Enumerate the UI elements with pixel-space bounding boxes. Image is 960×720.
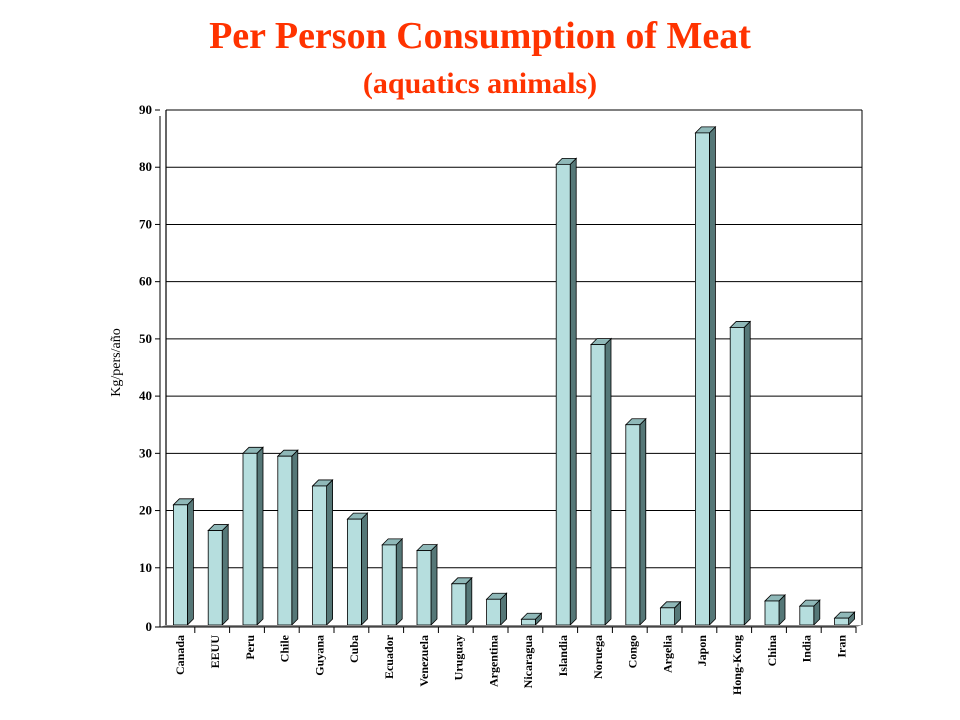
bar-front <box>172 504 188 626</box>
x-tick-label-iran: Iran <box>834 635 848 658</box>
bar-side <box>256 446 264 626</box>
x-tick-label-argentina: Argentina <box>486 635 500 687</box>
y-axis-label: Kg/pers/año <box>109 328 124 396</box>
y-tick-label-0: 0 <box>146 619 153 634</box>
bar-front <box>834 617 849 626</box>
bar-front <box>555 163 571 626</box>
y-tick-label-40: 40 <box>139 388 152 403</box>
bar-front <box>729 327 745 626</box>
chart-subtitle: (aquatics animals) <box>362 67 598 100</box>
x-tick-label-japon: Japon <box>695 635 709 667</box>
bar-side <box>395 537 403 626</box>
bar-front <box>486 598 502 626</box>
y-tick-label-50: 50 <box>139 331 152 346</box>
bar-front <box>521 618 536 626</box>
bar-side <box>569 157 577 626</box>
bar-noruega <box>590 337 612 626</box>
x-tick-label-hong-kong: Hong-Kong <box>730 635 744 695</box>
y-tick-label-60: 60 <box>139 274 152 289</box>
x-tick-label-canada: Canada <box>173 635 187 675</box>
bar-front <box>660 607 675 626</box>
bar-side <box>360 512 368 626</box>
bar-front <box>590 344 606 626</box>
x-tick-label-venezuela: Venezuela <box>417 635 431 687</box>
x-tick-label-argelia: Argelia <box>660 635 674 673</box>
bar-guyana <box>311 478 334 626</box>
bar-side <box>221 523 229 626</box>
x-tick-label-guyana: Guyana <box>312 635 326 676</box>
bar-chile <box>276 449 299 626</box>
bar-side <box>430 543 438 626</box>
y-tick-label-70: 70 <box>139 216 152 231</box>
y-tick-label-20: 20 <box>139 503 152 518</box>
bar-side <box>709 125 716 626</box>
x-tick-label-peru: Peru <box>243 635 257 660</box>
y-tick-label-10: 10 <box>139 560 152 575</box>
x-tick-label-cuba: Cuba <box>347 635 361 663</box>
bar-china <box>764 594 786 626</box>
x-tick-label-uruguay: Uruguay <box>452 635 466 680</box>
x-tick-label-congo: Congo <box>626 635 640 668</box>
x-tick-label-chile: Chile <box>278 634 292 662</box>
bar-peru <box>242 446 264 626</box>
y-tick-label-30: 30 <box>139 445 152 460</box>
bar-side <box>465 576 473 626</box>
bar-side <box>291 449 299 626</box>
x-tick-label-eeuu: EEUU <box>208 635 222 669</box>
bar-canada <box>172 497 195 626</box>
bar-front <box>312 485 328 626</box>
bar-india <box>798 599 821 626</box>
x-tick-label-ecuador: Ecuador <box>382 634 396 679</box>
bar-argentina <box>485 592 508 626</box>
bar-uruguay <box>450 576 473 626</box>
bar-front <box>695 132 710 626</box>
bar-side <box>326 478 334 626</box>
bars <box>172 125 856 626</box>
bar-argelia <box>659 600 682 626</box>
bar-front <box>416 550 432 626</box>
bar-front <box>346 518 362 626</box>
x-tick-label-china: China <box>765 635 779 666</box>
bar-front <box>242 452 258 626</box>
bar-side <box>186 497 194 626</box>
x-axis-labels: Canada EEUU Peru Chile Guyana Cuba Ecuador Vene… <box>173 627 857 695</box>
x-tick-label-noruega: Noruega <box>591 635 605 679</box>
y-tick-label-80: 80 <box>139 159 152 174</box>
bar-front <box>625 424 641 626</box>
y-tick-label-90: 90 <box>139 102 152 117</box>
chart-title: Per Person Consumption of Meat <box>209 15 751 57</box>
bar-congo <box>624 417 647 626</box>
bar-front <box>207 530 223 626</box>
bar-front <box>381 544 397 626</box>
gridlines <box>166 109 862 569</box>
bar-front <box>451 583 467 626</box>
bar-front <box>764 600 780 626</box>
bar-side <box>604 337 612 626</box>
bar-ecuador <box>381 537 404 626</box>
x-tick-label-nicaragua: Nicaragua <box>521 635 535 688</box>
bar-hong-kong <box>729 320 752 626</box>
x-tick-label-islandia: Islandia <box>556 635 570 676</box>
y-axis-ticks: 0 10 20 30 40 50 60 70 80 90 <box>139 102 160 634</box>
bar-japon <box>694 125 717 626</box>
x-tick-label-india: India <box>800 635 814 662</box>
bar-nicaragua <box>520 612 543 626</box>
plot-frame <box>159 109 863 628</box>
bar-front <box>799 605 815 626</box>
bar-islandia <box>555 157 578 626</box>
bar-iran <box>833 611 856 626</box>
bar-side <box>743 320 751 626</box>
bar-eeuu <box>207 523 230 626</box>
bar-side <box>639 417 647 626</box>
bar-venezuela <box>416 543 438 626</box>
bar-front <box>277 455 293 626</box>
bar-cuba <box>346 512 369 626</box>
